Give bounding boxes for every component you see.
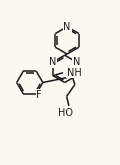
Text: HO: HO [58,108,73,118]
Text: N: N [49,57,57,67]
Text: N: N [63,22,71,32]
Text: N: N [73,57,80,67]
Text: NH: NH [67,68,81,78]
Text: F: F [36,90,42,100]
